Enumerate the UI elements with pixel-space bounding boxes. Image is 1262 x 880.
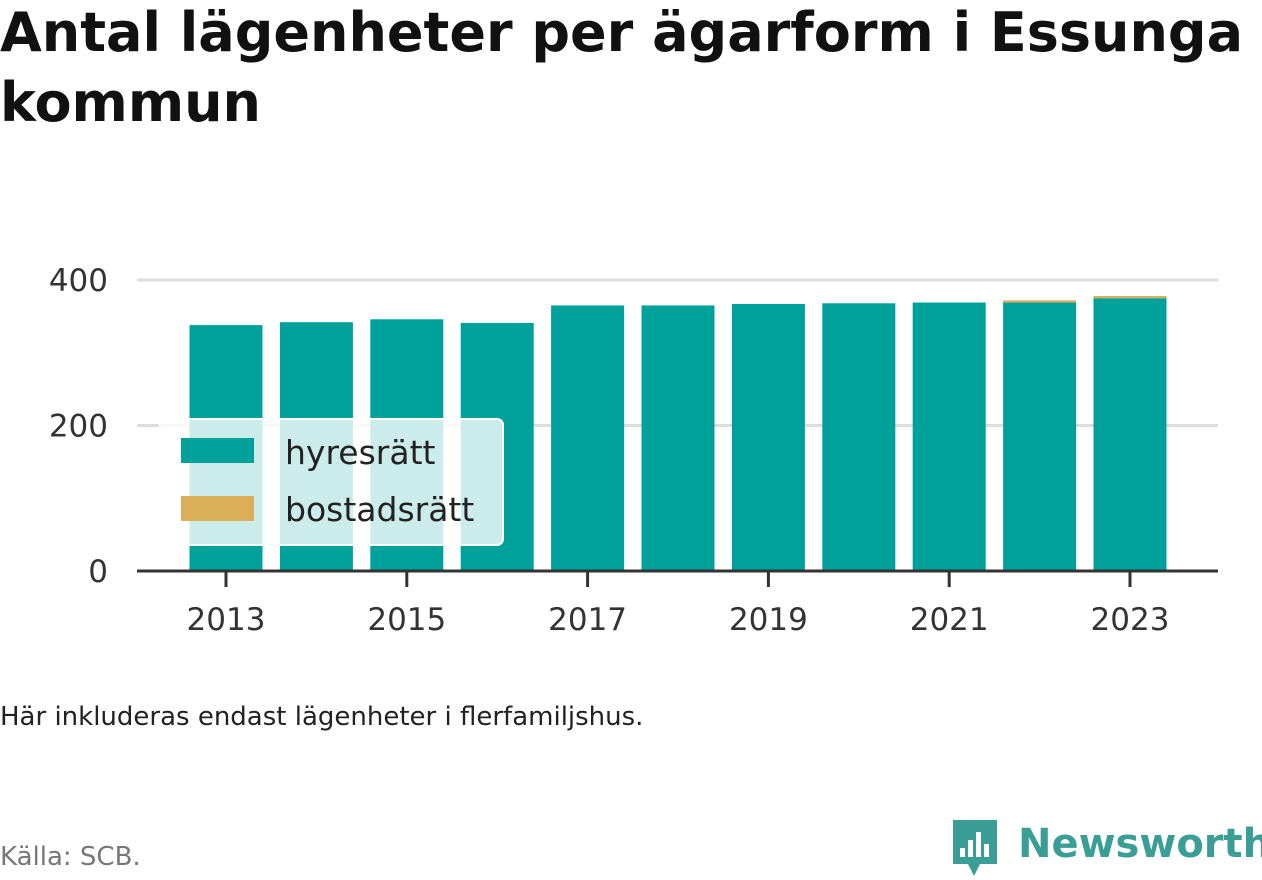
bar-hyresratt-2019 [731, 304, 805, 571]
y-tick-label-400: 400 [49, 263, 108, 299]
x-tick-label-2013: 2013 [187, 602, 266, 638]
legend-label-hyresratt: hyresrätt [285, 433, 436, 472]
y-tick-label-200: 200 [49, 409, 108, 445]
y-tick-label-0: 0 [88, 554, 108, 590]
newsworthy-wordmark: Newsworthy [1018, 821, 1262, 867]
bar-hyresratt-2023 [1093, 298, 1167, 571]
legend-swatch-bostadsratt [181, 496, 254, 521]
bar-bostadsratt-2023 [1093, 296, 1167, 299]
newsworthy-logo[interactable]: Newsworthy [950, 818, 1262, 880]
legend-label-bostadsratt: bostadsrätt [285, 490, 474, 529]
bar-bostadsratt-2022 [1003, 300, 1077, 303]
chart-title: Antal lägenheter per ägarform i Essunga … [0, 1, 1244, 134]
x-tick-label-2021: 2021 [910, 602, 989, 638]
bar-chart: 0 200 400 2013 2015 2017 2019 2021 2023 hyresrä… [49, 263, 1218, 638]
bar-hyresratt-2017 [551, 305, 625, 571]
x-axis-ticks: 2013 2015 2017 2019 2021 2023 [187, 571, 1170, 638]
chart-note: Här inkluderas endast lägenheter i flerf… [0, 702, 644, 732]
source-text: Källa: SCB. [0, 842, 141, 872]
legend-swatch-hyresratt [181, 438, 254, 463]
x-tick-label-2023: 2023 [1091, 602, 1170, 638]
y-axis-ticks: 0 200 400 [49, 263, 108, 590]
x-tick-label-2019: 2019 [729, 602, 808, 638]
bar-hyresratt-2021 [912, 302, 986, 571]
newsworthy-logo-icon [953, 820, 997, 876]
x-tick-label-2017: 2017 [548, 602, 627, 638]
bar-hyresratt-2018 [641, 305, 715, 571]
x-tick-label-2015: 2015 [367, 602, 446, 638]
bar-hyresratt-2022 [1003, 302, 1077, 571]
legend: hyresrätt bostadsrätt [159, 418, 504, 546]
bar-hyresratt-2020 [822, 303, 896, 571]
